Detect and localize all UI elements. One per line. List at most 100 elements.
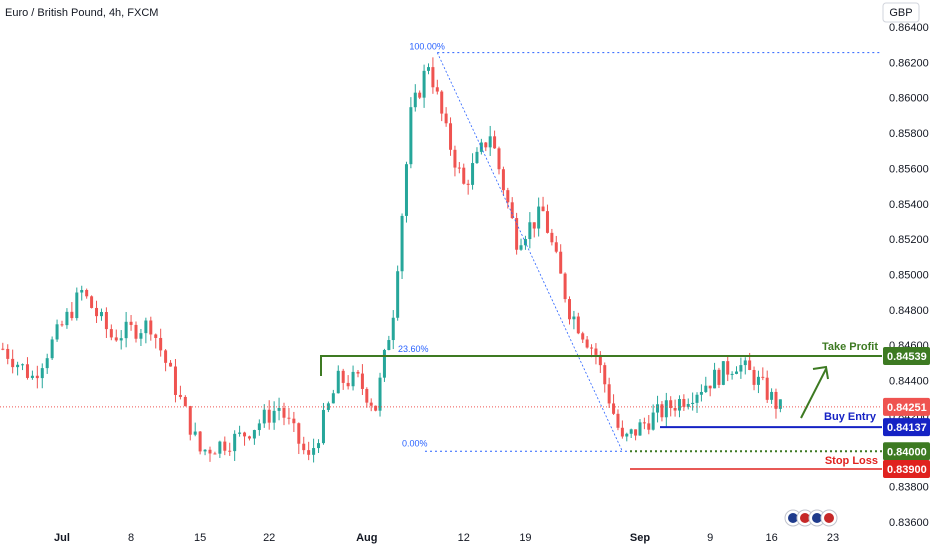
candle-body: [488, 136, 492, 148]
candle-body: [664, 400, 668, 418]
x-tick-label: Aug: [356, 532, 377, 544]
arrow-shaft: [800, 368, 827, 419]
candle-body: [770, 391, 774, 400]
candle-body: [404, 164, 408, 216]
fib-23-label: 23.60%: [398, 344, 429, 354]
y-tick-label: 0.85600: [889, 163, 929, 175]
candle-body: [730, 373, 734, 375]
candle-body: [475, 151, 479, 164]
candle-body: [576, 316, 580, 334]
take-profit-label: Take Profit: [822, 341, 878, 353]
candle-body: [287, 417, 291, 419]
candle-body: [510, 202, 514, 219]
y-tick-label: 0.86400: [889, 22, 929, 34]
candle-body: [501, 169, 505, 191]
x-tick-label: 23: [827, 532, 839, 544]
support-badge-bg: [883, 442, 930, 461]
candle-body: [699, 391, 703, 395]
candle-body: [607, 384, 611, 404]
candle-body: [471, 163, 475, 185]
candle-body: [341, 370, 345, 383]
candle-body: [302, 443, 306, 451]
candle-body: [154, 334, 158, 338]
candle-body: [572, 316, 576, 320]
flags-icon: [784, 509, 838, 527]
candle-body: [55, 324, 59, 340]
candle-body: [748, 360, 752, 370]
candle-body: [95, 307, 99, 317]
candle-body: [422, 70, 426, 98]
candle-body: [713, 369, 717, 389]
buy-entry-badge-bg: [883, 418, 930, 437]
candle-body: [457, 167, 461, 169]
candle-body: [25, 364, 29, 378]
candle-body: [178, 394, 182, 397]
candle-body: [761, 376, 765, 378]
candle-body: [282, 407, 286, 418]
stop-loss-badge: 0.83900: [887, 464, 927, 476]
candle-body: [321, 409, 325, 444]
candle-body: [519, 245, 523, 250]
candle-body: [625, 433, 629, 437]
current-price-badge-bg: [883, 397, 930, 416]
y-tick-label: 0.84400: [889, 376, 929, 388]
candle-body: [638, 422, 642, 436]
candle-body: [11, 358, 15, 368]
y-tick-label: 0.85000: [889, 270, 929, 282]
candle-body: [104, 311, 108, 330]
candle-body: [90, 296, 94, 308]
x-tick-label: 12: [458, 532, 470, 544]
candle-body: [119, 338, 123, 341]
candle-body: [568, 299, 571, 320]
candle-body: [752, 369, 756, 385]
candle-body: [356, 371, 360, 374]
currency-button[interactable]: GBP: [882, 2, 920, 23]
y-tick-label: 0.85400: [889, 199, 929, 211]
stop-loss-badge-bg: [883, 459, 930, 478]
candle-body: [50, 339, 54, 359]
candle-body: [537, 206, 541, 229]
candle-body: [484, 142, 488, 148]
candle-body: [70, 311, 74, 319]
candle-body: [159, 337, 163, 351]
candle-body: [449, 123, 453, 150]
candle-body: [435, 87, 439, 92]
candle-body: [326, 403, 330, 410]
candle-body: [331, 393, 335, 404]
fib-trend-line: [436, 52, 623, 452]
candle-body: [228, 450, 232, 452]
candle-body: [541, 206, 545, 212]
candle-body: [669, 400, 673, 409]
time-axis: Jul 8 15 22 Aug 12 19 Sep 9 16 23: [54, 532, 839, 544]
candle-body: [292, 418, 296, 424]
candle-body: [532, 222, 536, 229]
take-profit-badge: 0.84539: [887, 351, 927, 363]
x-tick-label: 19: [519, 532, 531, 544]
candle-body: [203, 449, 207, 452]
candle-body: [257, 423, 261, 431]
candle-body: [164, 350, 168, 363]
candle-body: [336, 370, 340, 394]
candle-body: [590, 347, 594, 349]
candle-body: [75, 292, 79, 319]
candle-body: [563, 273, 567, 300]
candle-body: [124, 321, 128, 339]
candle-body: [695, 394, 699, 403]
candle-body: [233, 433, 237, 452]
candle-body: [409, 107, 413, 165]
x-tick-label: 16: [765, 532, 777, 544]
candle-body: [317, 443, 321, 449]
candle-body: [686, 403, 690, 407]
candle-body: [634, 429, 638, 436]
price-axis: 0.86400 0.86200 0.86000 0.85800 0.85600 0.854…: [883, 22, 930, 529]
candle-body: [80, 289, 84, 293]
candle-body: [382, 349, 386, 378]
candle-body: [346, 382, 350, 387]
candle-body: [400, 215, 404, 272]
candle-body: [743, 360, 747, 366]
candle-body: [173, 366, 177, 395]
candle-body: [629, 429, 633, 434]
candle-body: [198, 431, 202, 452]
candle-body: [369, 402, 373, 406]
